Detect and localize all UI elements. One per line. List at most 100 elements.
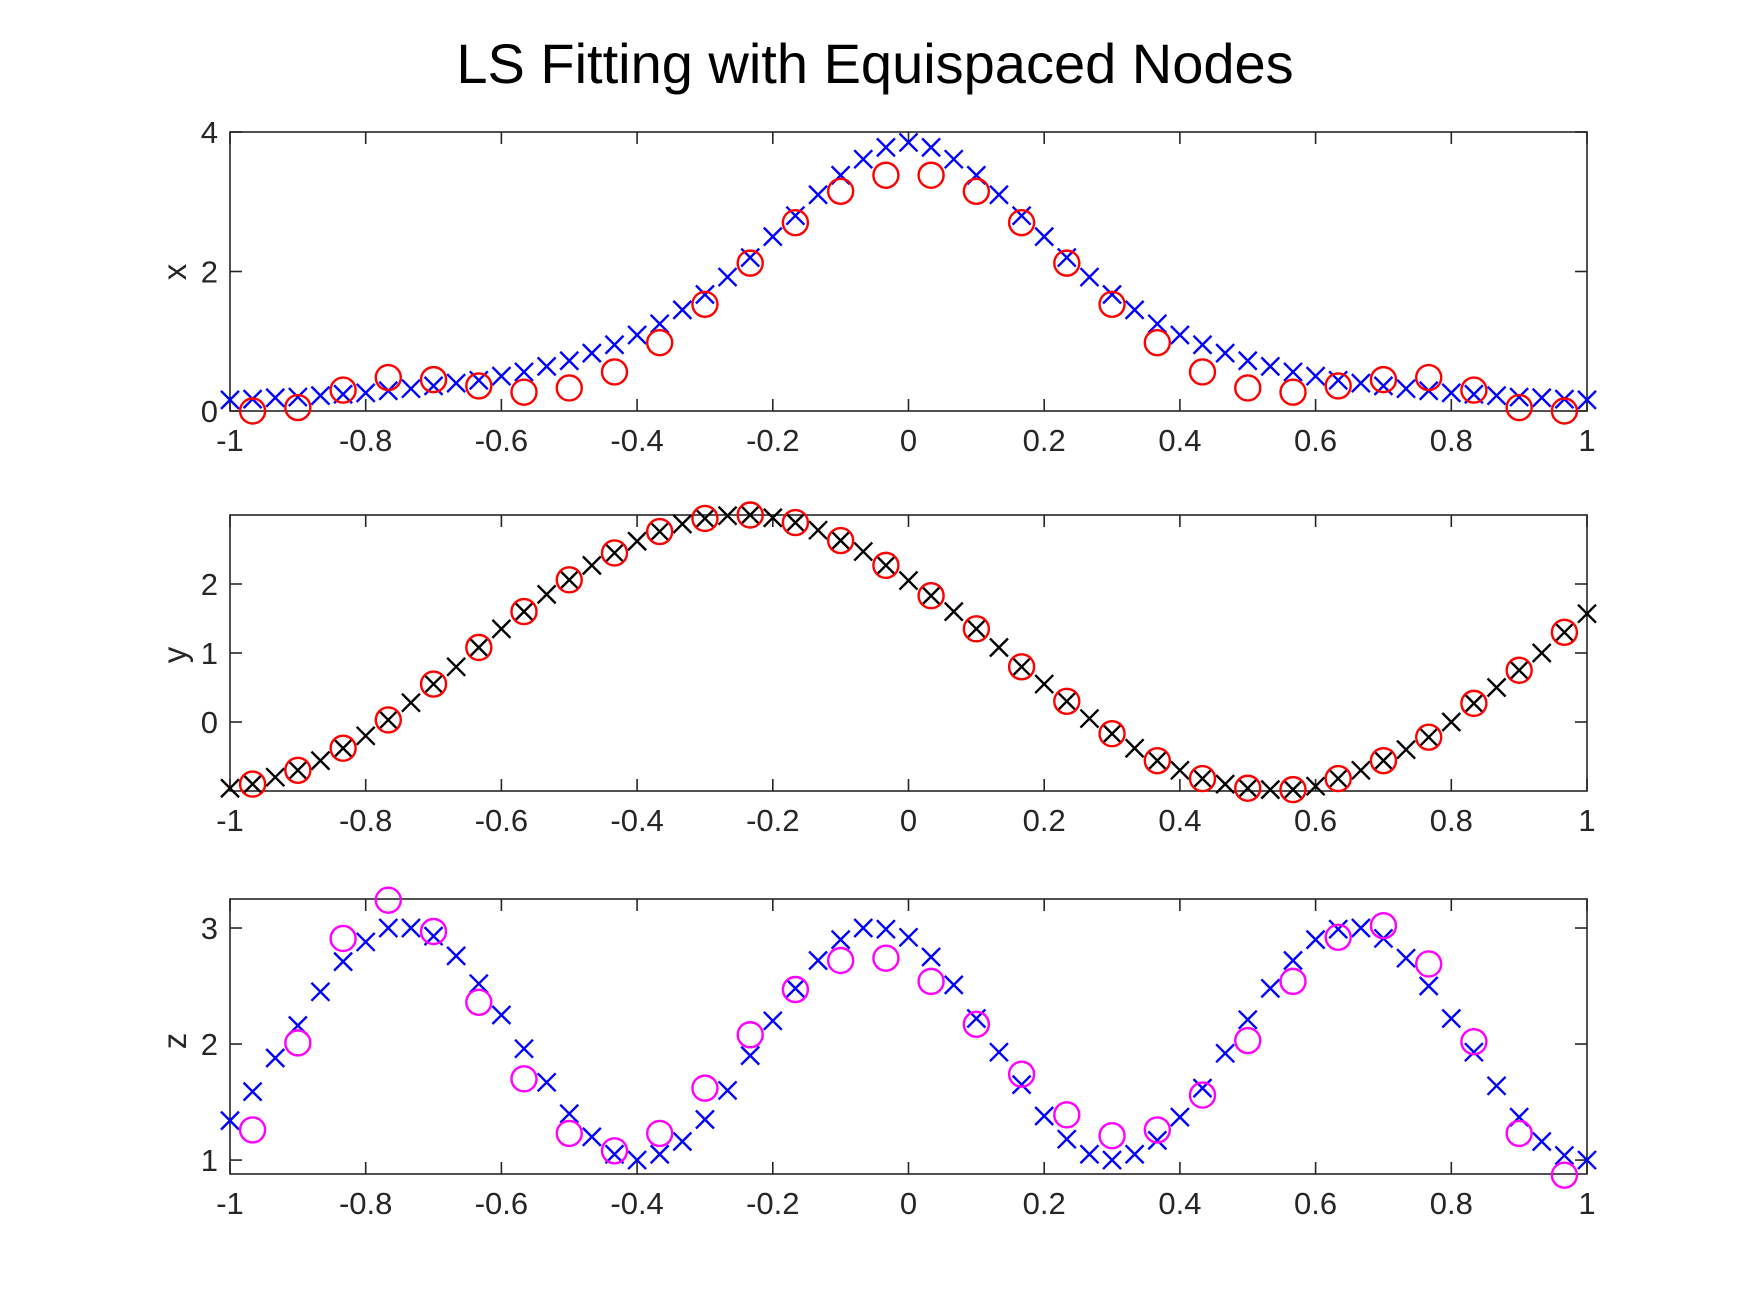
subplot-y-circle-point bbox=[374, 706, 402, 734]
subplot-x-xtick-label: 0 bbox=[900, 423, 917, 458]
subplot-x-cross-point bbox=[1260, 356, 1281, 377]
subplot-y-cross-point bbox=[1441, 712, 1462, 732]
subplot-y-cross-point bbox=[740, 505, 761, 525]
subplot-x-cross-point bbox=[1509, 387, 1529, 407]
subplot-z-circle-point bbox=[1324, 923, 1352, 951]
subplot-z-circle-point bbox=[465, 988, 493, 1016]
subplot-x-cross-point bbox=[943, 149, 964, 170]
subplot-z-circle-point bbox=[1098, 1122, 1126, 1150]
subplot-y-circle-point bbox=[419, 670, 448, 698]
subplot-x-cross-point bbox=[1305, 366, 1326, 386]
subplot-y-cross-point bbox=[1305, 776, 1326, 797]
subplot-y-circle-point bbox=[510, 597, 538, 626]
subplot-z-ytick-label: 2 bbox=[201, 1027, 218, 1062]
subplot-z-circle-point bbox=[1188, 1081, 1217, 1109]
subplot-z-cross-point bbox=[1441, 1008, 1462, 1029]
subplot-y-xtick-label: 1 bbox=[1578, 803, 1595, 838]
subplot-z-cross-point bbox=[1328, 919, 1349, 940]
subplot-y-cross-point bbox=[853, 541, 874, 562]
subplot-y-cross-point bbox=[808, 520, 828, 541]
subplot-x-cross-point bbox=[1192, 334, 1213, 355]
subplot-z-cross-point bbox=[1554, 1145, 1575, 1166]
subplot-z-cross-point bbox=[491, 1005, 512, 1025]
subplot-y-cross-point bbox=[1237, 778, 1258, 799]
subplot-y-cross-point bbox=[695, 508, 715, 529]
subplot-y-cross-point bbox=[921, 585, 941, 606]
subplot-z-ylabel: z bbox=[156, 1033, 193, 1050]
subplot-x-circle-point bbox=[645, 328, 674, 357]
subplot-z-cross-point bbox=[1079, 1144, 1100, 1165]
subplot-z-cross-point bbox=[333, 951, 353, 972]
subplot-z-xtick-label: 0.4 bbox=[1158, 1186, 1201, 1221]
subplot-y-cross-point bbox=[265, 767, 286, 788]
subplot-y-xtick-label: 0 bbox=[900, 803, 917, 838]
subplot-z-cross-point bbox=[604, 1144, 625, 1165]
subplot-z-cross-point bbox=[921, 947, 941, 967]
subplot-y-circle-point bbox=[645, 517, 674, 546]
subplot-x-circle-point bbox=[826, 177, 855, 205]
subplot-y-cross-point bbox=[1260, 779, 1281, 800]
subplot-z-cross-point bbox=[1147, 1130, 1168, 1151]
subplot-x-circle-point bbox=[1460, 376, 1488, 404]
subplot-y-cross-point bbox=[1577, 603, 1597, 624]
subplot-z-xtick-label: -0.8 bbox=[339, 1186, 392, 1221]
subplot-z-circle-point bbox=[600, 1137, 629, 1165]
subplot-y-circle-point bbox=[826, 526, 855, 555]
subplot-x-circle-point bbox=[1234, 374, 1262, 402]
subplot-x-cross-point bbox=[446, 373, 466, 393]
subplot-z-cross-point bbox=[536, 1072, 557, 1093]
subplot-x-xtick-label: -0.2 bbox=[746, 423, 799, 458]
subplot-z-circle-point bbox=[736, 1021, 764, 1049]
subplot-y: y -1 -0.8 -0.6 -0.4 -0.2 0 0.2 0.4 0.6 0.8 1 0 1 2 bbox=[156, 501, 1597, 838]
subplot-y-cross-point bbox=[649, 521, 670, 542]
subplot-x-circle-point bbox=[1007, 208, 1036, 237]
subplot-y-xtick-label: -0.4 bbox=[610, 803, 663, 838]
subplot-z-circle-point bbox=[826, 946, 855, 975]
subplot-z-cross-point bbox=[1531, 1131, 1552, 1152]
subplot-x-cross-point bbox=[1034, 226, 1055, 247]
subplot-y-cross-point bbox=[1531, 643, 1552, 663]
subplot-y-cross-point bbox=[1283, 779, 1303, 800]
subplot-x-circle-point bbox=[1098, 290, 1126, 318]
subplot-z-cross-point bbox=[1034, 1106, 1055, 1126]
subplot-x-circle-point bbox=[1369, 365, 1398, 394]
subplot-x-cross-point bbox=[853, 149, 874, 170]
subplot-y-cross-point bbox=[1351, 760, 1371, 781]
subplot-x-xtick-label: 0.4 bbox=[1158, 423, 1201, 458]
subplot-y-cross-point bbox=[1079, 708, 1100, 729]
subplot-y-ytick-label: 2 bbox=[201, 567, 218, 602]
subplot-z-cross-point bbox=[1260, 978, 1281, 999]
subplot-z-cross-point bbox=[265, 1048, 286, 1068]
subplot-y-cross-point bbox=[604, 543, 625, 563]
subplot-y-circle-point bbox=[781, 508, 810, 537]
subplot-x-cross-point bbox=[491, 366, 512, 386]
subplot-x-circle-point bbox=[510, 378, 538, 406]
subplot-z-circle-point bbox=[645, 1119, 674, 1148]
subplot-x-cross-point bbox=[1147, 313, 1168, 334]
subplot-x-cross-point bbox=[627, 325, 647, 345]
subplot-z-xtick-label: 0 bbox=[900, 1186, 917, 1221]
subplot-y-cross-point bbox=[1328, 768, 1349, 789]
subplot-x-ytick-label: 4 bbox=[201, 115, 218, 150]
subplot-x-cross-point bbox=[876, 137, 896, 158]
subplot-x-xtick-label: -0.6 bbox=[475, 423, 528, 458]
subplot-x-circle-point bbox=[781, 208, 810, 237]
subplot-z-cross-point bbox=[1486, 1075, 1507, 1096]
subplot-z-cross-point bbox=[1283, 950, 1303, 971]
subplot-x-cross-point bbox=[401, 378, 421, 399]
subplot-y-circle-point bbox=[1369, 746, 1398, 775]
subplot-x-cross-point bbox=[288, 387, 308, 407]
subplot-x-cross-point bbox=[898, 132, 919, 153]
subplot-x-cross-point bbox=[1441, 383, 1462, 403]
subplot-z-cross-point bbox=[853, 918, 874, 938]
subplot-y-cross-point bbox=[355, 725, 376, 746]
subplot-z-cross-point bbox=[220, 1110, 240, 1131]
subplot-z-circle-point bbox=[1007, 1060, 1036, 1088]
subplot-x-cross-point bbox=[220, 389, 240, 410]
subplot-z-circle-point bbox=[1053, 1101, 1081, 1129]
subplot-x-xtick-label: -0.4 bbox=[610, 423, 663, 458]
subplot-z-circle-point bbox=[691, 1074, 719, 1102]
subplot-y-circle-point bbox=[1234, 774, 1262, 802]
subplot-z-cross-point bbox=[740, 1045, 761, 1066]
